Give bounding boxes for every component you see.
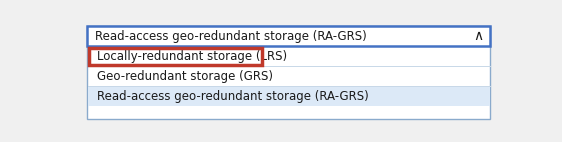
FancyBboxPatch shape — [87, 26, 490, 46]
FancyBboxPatch shape — [87, 26, 490, 119]
FancyBboxPatch shape — [88, 86, 490, 106]
Text: ∧: ∧ — [473, 29, 483, 43]
Text: Locally-redundant storage (LRS): Locally-redundant storage (LRS) — [97, 50, 287, 63]
Text: Geo-redundant storage (GRS): Geo-redundant storage (GRS) — [97, 70, 273, 83]
Text: Read-access geo-redundant storage (RA-GRS): Read-access geo-redundant storage (RA-GR… — [95, 30, 367, 43]
Text: Read-access geo-redundant storage (RA-GRS): Read-access geo-redundant storage (RA-GR… — [97, 90, 368, 103]
